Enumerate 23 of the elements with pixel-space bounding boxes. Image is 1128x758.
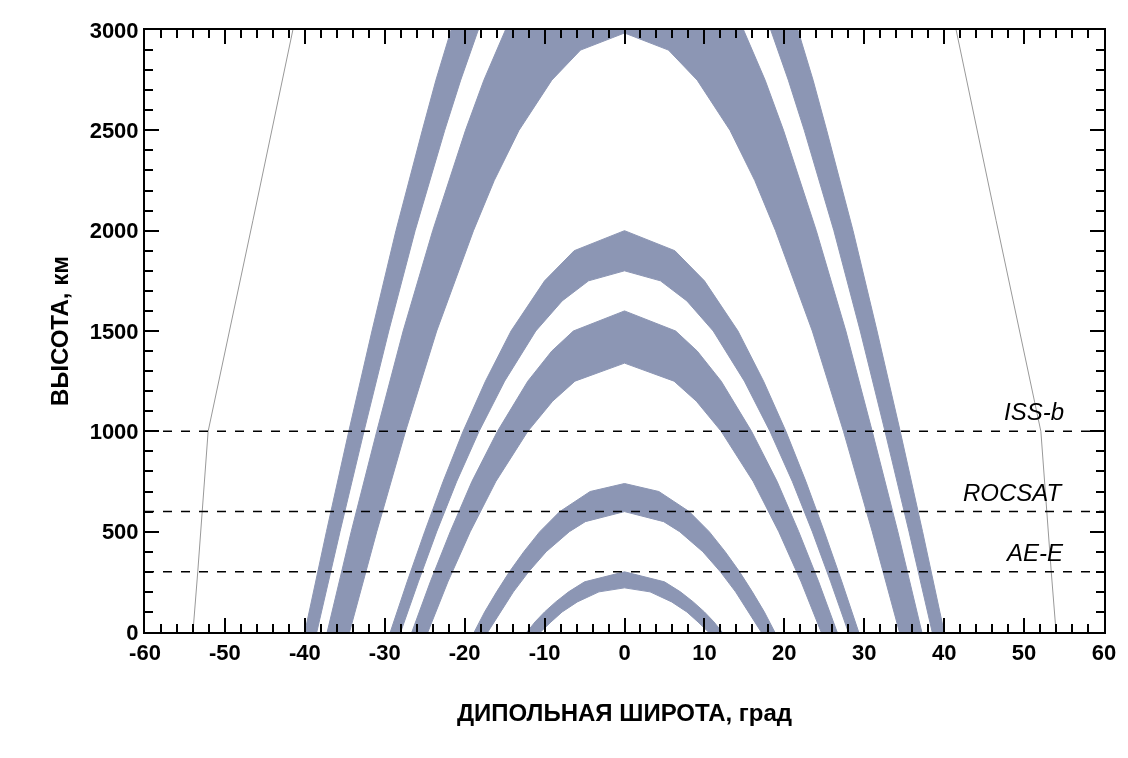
ref-line-label: ISS-b xyxy=(1004,398,1065,425)
y-tick-label: 2000 xyxy=(89,218,139,244)
y-tick-label: 500 xyxy=(101,519,139,545)
x-tick-label: -40 xyxy=(288,640,321,666)
x-tick-label: 60 xyxy=(1091,640,1117,666)
y-tick-label: 1000 xyxy=(89,419,139,445)
ref-line-label: ROCSAT xyxy=(963,479,1064,506)
x-tick-label: 50 xyxy=(1011,640,1037,666)
x-tick-label: 10 xyxy=(692,640,717,666)
x-axis-title: ДИПОЛЬНАЯ ШИРОТА, град xyxy=(456,699,793,727)
x-tick-label: 0 xyxy=(618,640,631,666)
x-tick-label: -10 xyxy=(528,640,561,666)
y-tick-label: 3000 xyxy=(89,17,139,43)
y-tick-label: 1500 xyxy=(89,318,139,344)
x-tick-label: -30 xyxy=(368,640,401,666)
ref-line-label: AE-E xyxy=(1005,539,1065,566)
x-tick-label: -50 xyxy=(209,640,241,666)
x-tick-label: 40 xyxy=(931,640,957,666)
x-tick-label: 30 xyxy=(852,640,877,666)
y-axis-title: ВЫСОТА, км xyxy=(46,256,74,406)
x-tick-label: -20 xyxy=(448,640,481,666)
x-tick-label: 20 xyxy=(772,640,797,666)
y-tick-label: 2500 xyxy=(89,118,139,144)
